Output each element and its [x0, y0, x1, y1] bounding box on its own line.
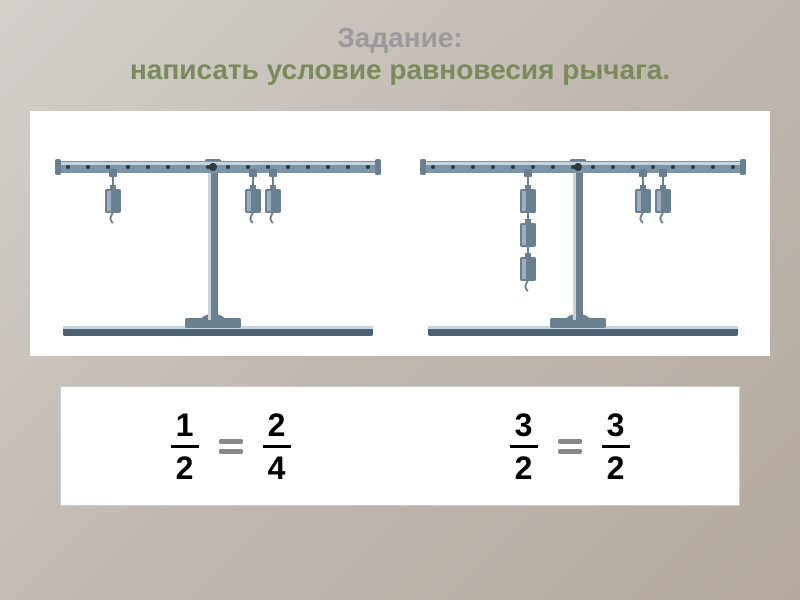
denominator: 2	[515, 448, 533, 484]
formula-right: 3 2 3 2	[510, 409, 630, 484]
numerator: 2	[268, 409, 286, 445]
lever-diagram-right	[408, 121, 758, 351]
numerator: 1	[176, 409, 194, 445]
formula-box: 1 2 2 4 3 2 3 2	[60, 386, 740, 506]
title-line-1: Задание:	[0, 22, 800, 54]
numerator: 3	[607, 409, 625, 445]
fraction: 3 2	[602, 409, 630, 484]
diagrams-row	[30, 111, 770, 356]
fraction: 2 4	[263, 409, 291, 484]
lever-diagram-left	[43, 121, 393, 351]
equals-icon	[558, 436, 582, 456]
equals-icon	[219, 436, 243, 456]
fraction: 1 2	[171, 409, 199, 484]
title-block: Задание: написать условие равновесия рыч…	[0, 0, 800, 101]
title-line-2: написать условие равновесия рычага.	[0, 54, 800, 86]
numerator: 3	[515, 409, 533, 445]
denominator: 2	[607, 448, 625, 484]
formula-left: 1 2 2 4	[171, 409, 291, 484]
denominator: 4	[268, 448, 286, 484]
denominator: 2	[176, 448, 194, 484]
fraction: 3 2	[510, 409, 538, 484]
